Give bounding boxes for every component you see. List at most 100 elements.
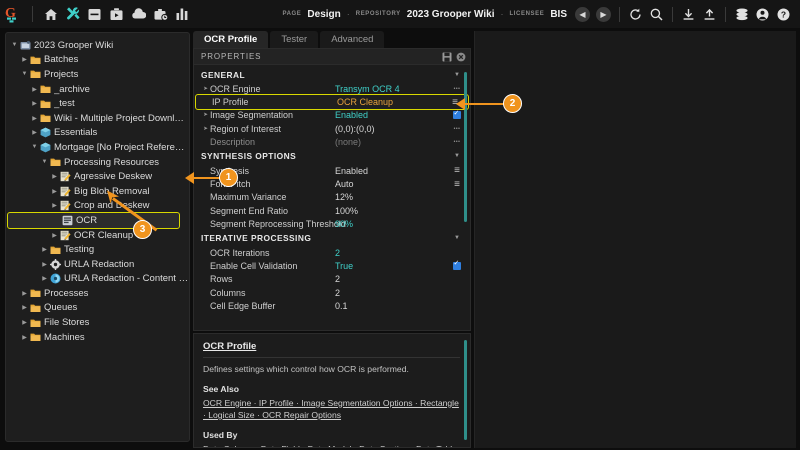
help-title[interactable]: OCR Profile	[203, 341, 257, 352]
tree-node[interactable]: Batches	[6, 53, 189, 68]
grooper-logo[interactable]: G	[0, 0, 26, 28]
property-value[interactable]: Transym OCR 4	[335, 83, 400, 94]
property-menu-button[interactable]	[451, 165, 463, 176]
property-value[interactable]: 2	[335, 287, 341, 298]
property-value[interactable]: True	[335, 260, 354, 271]
tree-node[interactable]: Testing	[6, 242, 189, 257]
tree-expander-closed-icon[interactable]	[30, 115, 39, 122]
help-used-by-text[interactable]: Data Column · Data Field · Data Model · …	[203, 444, 457, 447]
dashboard-icon[interactable]	[175, 7, 190, 22]
tree-node[interactable]: Projects	[6, 67, 189, 82]
tree-expander-closed-icon[interactable]	[40, 261, 49, 268]
breadcrumb-page-value[interactable]: Design	[307, 8, 341, 20]
tree-expander-closed-icon[interactable]	[50, 202, 59, 209]
property-value[interactable]: Enabled	[335, 165, 369, 176]
close-icon[interactable]	[456, 52, 466, 62]
tree-expander-closed-icon[interactable]	[20, 290, 29, 297]
tree-expander-open-icon[interactable]	[40, 159, 49, 165]
property-row[interactable]: OCR Iterations 2	[194, 246, 470, 259]
property-row[interactable]: Columns 2	[194, 286, 470, 299]
tree-node[interactable]: URLA Redaction - Content Model	[6, 272, 189, 287]
tree-expander-closed-icon[interactable]	[20, 319, 29, 326]
property-ellipsis-button[interactable]	[451, 126, 463, 132]
property-row[interactable]: Rows 2	[194, 273, 470, 286]
help-used-by-links[interactable]: Data Column · Data Field · Data Model · …	[203, 443, 460, 447]
property-value[interactable]: OCR Cleanup	[337, 97, 394, 108]
property-value[interactable]: Auto	[335, 179, 354, 190]
property-value[interactable]: 90%	[335, 219, 354, 230]
chevron-down-icon[interactable]: ▼	[454, 71, 460, 78]
help-icon[interactable]: ?	[776, 7, 791, 22]
property-expander-icon[interactable]	[201, 112, 210, 118]
refresh-icon[interactable]	[628, 7, 643, 22]
tree-expander-closed-icon[interactable]	[50, 173, 59, 180]
jobs-icon[interactable]	[153, 7, 168, 22]
download-icon[interactable]	[681, 7, 696, 22]
property-menu-button[interactable]	[451, 179, 463, 190]
tab-ocr-profile[interactable]: OCR Profile	[193, 31, 269, 48]
tree-node[interactable]: 2023 Grooper Wiki	[6, 38, 189, 53]
tree-expander-closed-icon[interactable]	[30, 129, 39, 136]
home-icon[interactable]	[43, 7, 58, 22]
chevron-down-icon[interactable]: ▼	[454, 235, 460, 242]
database-icon[interactable]	[734, 7, 749, 22]
property-group-header[interactable]: SYNTHESIS OPTIONS ▼	[194, 149, 470, 164]
tree-node[interactable]: URLA Redaction	[6, 257, 189, 272]
property-ellipsis-button[interactable]	[451, 86, 463, 92]
property-value[interactable]: (none)	[335, 137, 362, 148]
property-row-highlighted[interactable]: IP Profile OCR Cleanup	[195, 94, 469, 110]
user-account-icon[interactable]	[755, 7, 770, 22]
tree-node[interactable]: _test	[6, 96, 189, 111]
property-row[interactable]: Enable Cell Validation True	[194, 259, 470, 272]
upload-icon[interactable]	[702, 7, 717, 22]
properties-scrollbar[interactable]	[464, 72, 467, 222]
tree-node[interactable]: Big Blob Removal	[6, 184, 189, 199]
tree-expander-open-icon[interactable]	[10, 42, 19, 48]
cloud-upload-icon[interactable]	[131, 7, 146, 22]
tree-node[interactable]: File Stores	[6, 315, 189, 330]
property-value[interactable]: 2	[335, 247, 341, 258]
tree-expander-closed-icon[interactable]	[40, 275, 49, 282]
tree-node[interactable]: Processes	[6, 286, 189, 301]
property-row[interactable]: Segment End Ratio 100%	[194, 204, 470, 217]
tree-expander-closed-icon[interactable]	[30, 86, 39, 93]
property-value[interactable]: 0.1	[335, 301, 348, 312]
property-value[interactable]: 100%	[335, 205, 359, 216]
tab-advanced[interactable]: Advanced	[320, 31, 385, 48]
property-ellipsis-button[interactable]	[451, 139, 463, 145]
property-row[interactable]: Cell Edge Buffer 0.1	[194, 299, 470, 312]
property-row[interactable]: Maximum Variance 12%	[194, 191, 470, 204]
review-icon[interactable]	[109, 7, 124, 22]
nav-back-button[interactable]: ◀	[575, 6, 590, 22]
repository-tree-panel[interactable]: 2023 Grooper Wiki Batches Projects _archive…	[5, 32, 190, 442]
property-row[interactable]: Region of Interest (0,0):(0,0)	[194, 122, 470, 135]
save-icon[interactable]	[442, 52, 452, 62]
property-checkbox[interactable]	[451, 109, 463, 120]
tree-node[interactable]: Queues	[6, 301, 189, 316]
property-row[interactable]: Segment Reprocessing Threshold 90%	[194, 218, 470, 231]
tree-expander-closed-icon[interactable]	[20, 56, 29, 63]
tree-expander-open-icon[interactable]	[30, 144, 39, 150]
tree-expander-closed-icon[interactable]	[50, 232, 59, 239]
tree-node[interactable]: Wiki - Multiple Project Download	[6, 111, 189, 126]
search-icon[interactable]	[649, 7, 664, 22]
property-row[interactable]: Description (none)	[194, 136, 470, 149]
nav-forward-button[interactable]: ▶	[596, 6, 611, 22]
tree-node[interactable]: Processing Resources	[6, 155, 189, 170]
tree-node[interactable]: Agressive Deskew	[6, 169, 189, 184]
property-value[interactable]: Enabled	[335, 110, 369, 121]
tree-node[interactable]: Crop and Deskew	[6, 199, 189, 214]
tree-expander-closed-icon[interactable]	[20, 304, 29, 311]
breadcrumb-repository-value[interactable]: 2023 Grooper Wiki	[406, 8, 495, 20]
property-checkbox[interactable]	[451, 259, 463, 270]
help-see-also-text[interactable]: OCR Engine · IP Profile · Image Segmenta…	[203, 397, 459, 420]
tools-icon[interactable]	[65, 7, 80, 22]
chevron-down-icon[interactable]: ▼	[454, 153, 460, 160]
tree-expander-closed-icon[interactable]	[30, 100, 39, 107]
batch-icon[interactable]	[87, 7, 102, 22]
property-expander-icon[interactable]	[201, 126, 210, 132]
tree-expander-closed-icon[interactable]	[40, 246, 49, 253]
tree-node[interactable]: Mortgage [No Project References]	[6, 140, 189, 155]
property-group-header[interactable]: ITERATIVE PROCESSING ▼	[194, 231, 470, 246]
